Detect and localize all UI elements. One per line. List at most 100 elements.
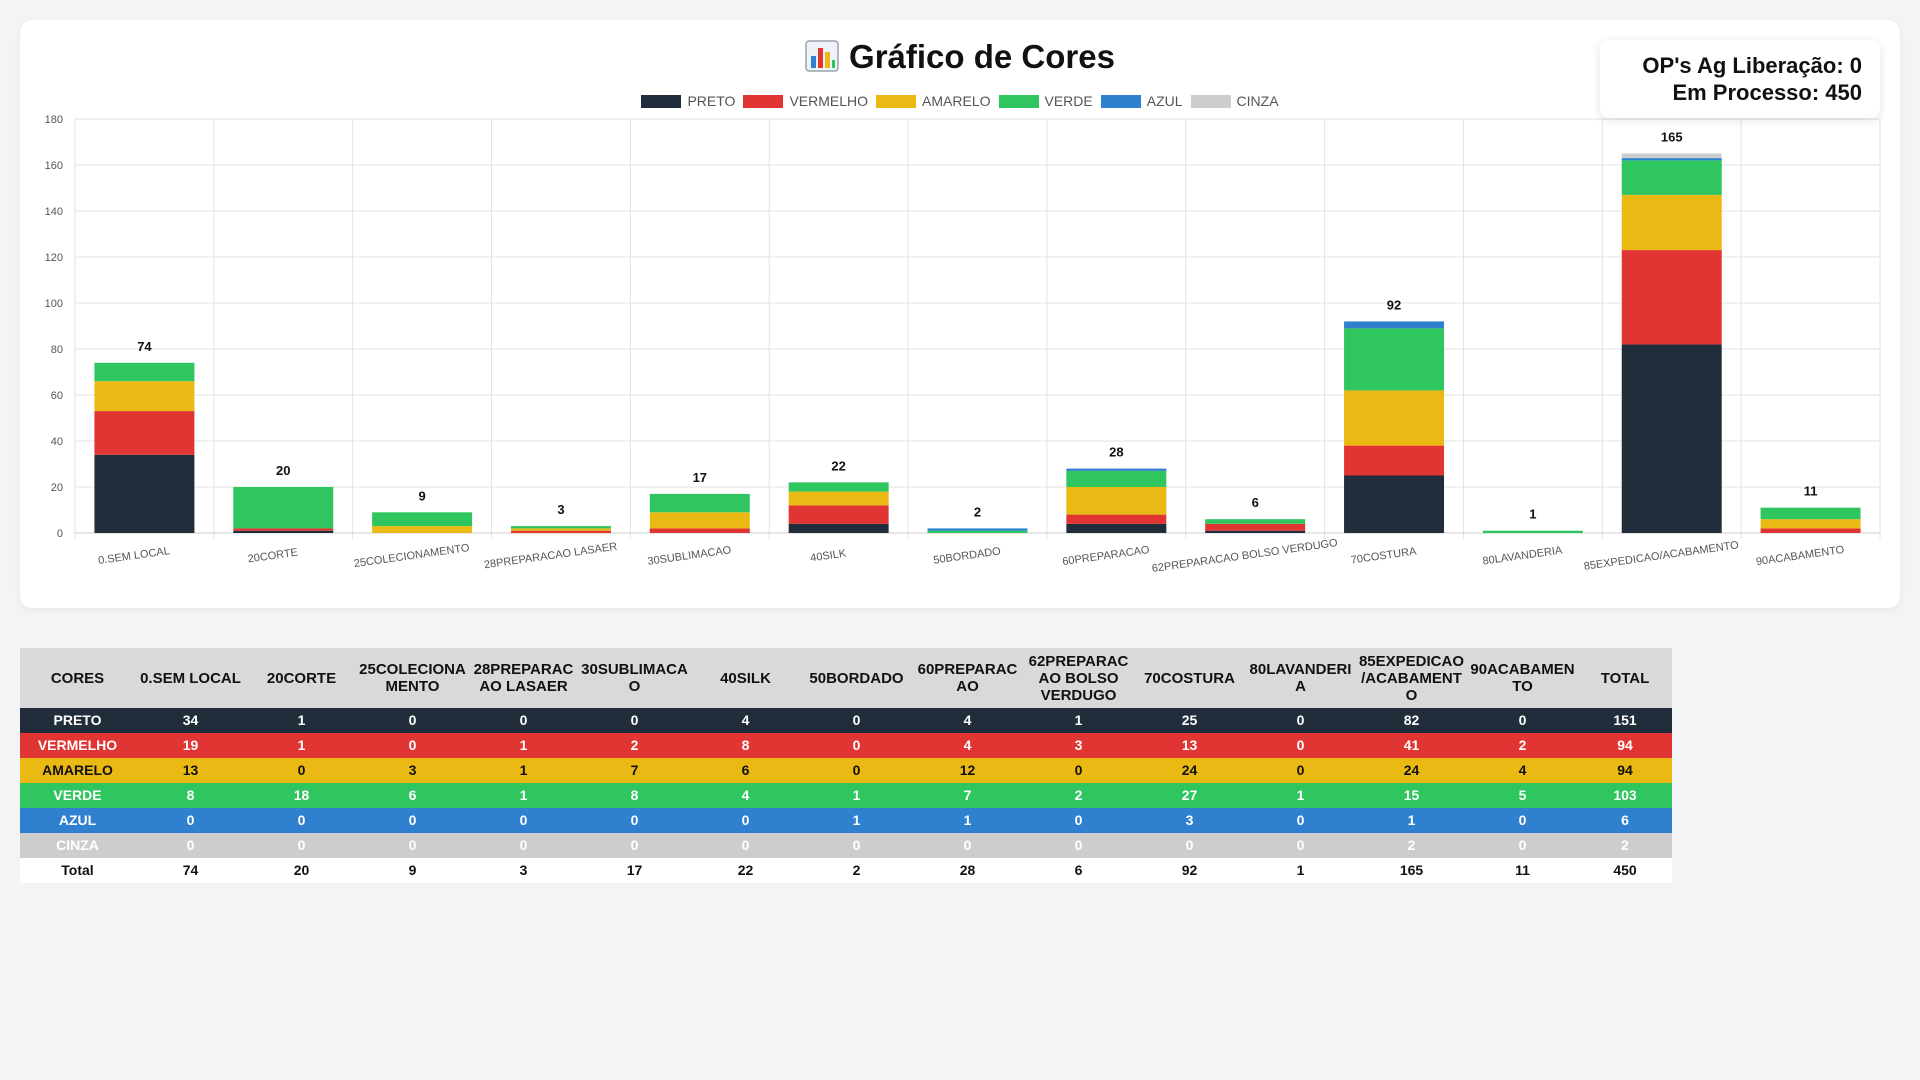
legend-item-preto[interactable]: PRETO — [641, 93, 735, 109]
bar-segment-verde — [510, 526, 611, 529]
bar-segment-amarelo — [510, 528, 611, 531]
legend-swatch — [1190, 95, 1231, 108]
bar-segment-vermelho — [1066, 514, 1167, 524]
bar-segment-amarelo — [94, 381, 195, 412]
table-cell: 0 — [912, 833, 1023, 858]
bar-segment-amarelo — [1344, 390, 1445, 446]
table-cell: 151 — [1578, 708, 1672, 733]
table-cell: 1 — [1356, 808, 1467, 833]
table-cell: 15 — [1356, 783, 1467, 808]
bar-segment-vermelho — [510, 530, 611, 533]
table-cell: 3 — [1023, 733, 1134, 758]
table-cell: 3 — [468, 858, 579, 883]
colors-table-wrap: CORES 0.SEM LOCAL 20CORTE 25COLECIONAMENTO 2… — [20, 648, 1672, 883]
table-cell: 5 — [1467, 783, 1578, 808]
x-tick-label: 20CORTE — [247, 547, 299, 566]
table-cell: 11 — [1467, 858, 1578, 883]
em-processo: Em Processo: 450 — [1672, 80, 1862, 105]
bar-segment-vermelho — [788, 505, 889, 524]
table-cell: 4 — [912, 733, 1023, 758]
bar-segment-cinza — [1621, 153, 1722, 159]
x-tick-label: 28PREPARACAO LASAER — [483, 541, 618, 572]
table-header-40silk: 40SILK — [690, 648, 801, 708]
legend-item-amarelo[interactable]: AMARELO — [876, 93, 991, 109]
bar-total-label: 11 — [1804, 484, 1818, 499]
table-cell: 2 — [579, 733, 690, 758]
x-tick-label: 25COLECIONAMENTO — [353, 542, 471, 570]
bar-total-label: 2 — [974, 504, 981, 519]
bar-total-label: 74 — [137, 339, 152, 354]
table-cell: 0 — [135, 808, 246, 833]
y-tick-label: 40 — [51, 436, 63, 448]
legend-item-verde[interactable]: VERDE — [998, 93, 1093, 109]
table-cell: 0 — [801, 733, 912, 758]
table-cell: 0 — [1245, 833, 1356, 858]
legend-label: AMARELO — [922, 93, 991, 109]
table-cell: 22 — [690, 858, 801, 883]
table-cell: 3 — [357, 758, 468, 783]
legend-swatch — [998, 95, 1039, 108]
table-cell: 17 — [579, 858, 690, 883]
table-cell: 6 — [1578, 808, 1672, 833]
table-header-85expedicao-acabamento: 85EXPEDICAO/ACABAMENTO — [1356, 648, 1467, 708]
table-cell: 92 — [1134, 858, 1245, 883]
y-tick-label: 140 — [45, 206, 63, 218]
table-cell: 82 — [1356, 708, 1467, 733]
row-label: CINZA — [20, 833, 135, 858]
table-cell: 0 — [357, 708, 468, 733]
table-cell: 0 — [468, 808, 579, 833]
table-cell: 0 — [579, 708, 690, 733]
table-cell: 0 — [579, 833, 690, 858]
x-tick-label: 30SUBLIMACAO — [647, 544, 733, 568]
legend-swatch — [876, 95, 917, 108]
page-title-text: Gráfico de Cores — [849, 38, 1115, 75]
bar-segment-preto — [94, 454, 195, 533]
bar-segment-amarelo — [788, 491, 889, 506]
table-cell: 18 — [246, 783, 357, 808]
legend-item-cinza[interactable]: CINZA — [1190, 93, 1279, 109]
table-cell: 2 — [1467, 733, 1578, 758]
table-cell: 12 — [912, 758, 1023, 783]
bar-segment-preto — [1621, 344, 1722, 533]
bar-total-label: 22 — [831, 458, 845, 473]
table-cell: 0 — [246, 833, 357, 858]
bar-total-label: 3 — [557, 502, 564, 517]
table-cell: 1 — [468, 783, 579, 808]
bar-segment-amarelo — [372, 526, 473, 533]
bar-segment-preto — [233, 530, 334, 533]
row-label: Total — [20, 858, 135, 883]
bar-segment-verde — [1482, 530, 1583, 533]
table-cell: 34 — [135, 708, 246, 733]
table-cell: 2 — [1023, 783, 1134, 808]
bar-segment-vermelho — [1621, 250, 1722, 345]
table-cell: 0 — [135, 833, 246, 858]
legend-item-vermelho[interactable]: VERMELHO — [743, 93, 868, 109]
legend-item-azul[interactable]: AZUL — [1100, 93, 1183, 109]
table-header-60preparacao: 60PREPARACAO — [912, 648, 1023, 708]
table-cell: 0 — [1023, 758, 1134, 783]
table-header-20corte: 20CORTE — [246, 648, 357, 708]
table-header-cores: CORES — [20, 648, 135, 708]
bar-total-label: 1 — [1529, 507, 1536, 522]
table-cell: 94 — [1578, 758, 1672, 783]
table-cell: 13 — [135, 758, 246, 783]
table-cell: 1 — [801, 808, 912, 833]
table-cell: 6 — [1023, 858, 1134, 883]
table-header-30sublimacao: 30SUBLIMACAO — [579, 648, 690, 708]
legend-label: CINZA — [1236, 93, 1279, 109]
table-header-row: CORES 0.SEM LOCAL 20CORTE 25COLECIONAMENTO 2… — [20, 648, 1672, 708]
table-cell: 0 — [357, 833, 468, 858]
table-cell: 94 — [1578, 733, 1672, 758]
table-cell: 1 — [912, 808, 1023, 833]
legend-swatch — [743, 95, 784, 108]
ops-counter-box: OP's Ag Liberação: 0 Em Processo: 450 — [1600, 40, 1880, 118]
table-cell: 8 — [579, 783, 690, 808]
bar-segment-amarelo — [1621, 194, 1722, 251]
bar-segment-vermelho — [1205, 523, 1306, 531]
table-header-0-sem-local: 0.SEM LOCAL — [135, 648, 246, 708]
y-tick-label: 180 — [45, 114, 63, 126]
table-total-row: Total 74 20 9 3 17 22 2 28 6 92 1 165 11 450 — [20, 858, 1672, 883]
table-cell: 0 — [1023, 808, 1134, 833]
table-cell: 0 — [1245, 808, 1356, 833]
x-tick-label: 80LAVANDERIA — [1482, 544, 1564, 567]
